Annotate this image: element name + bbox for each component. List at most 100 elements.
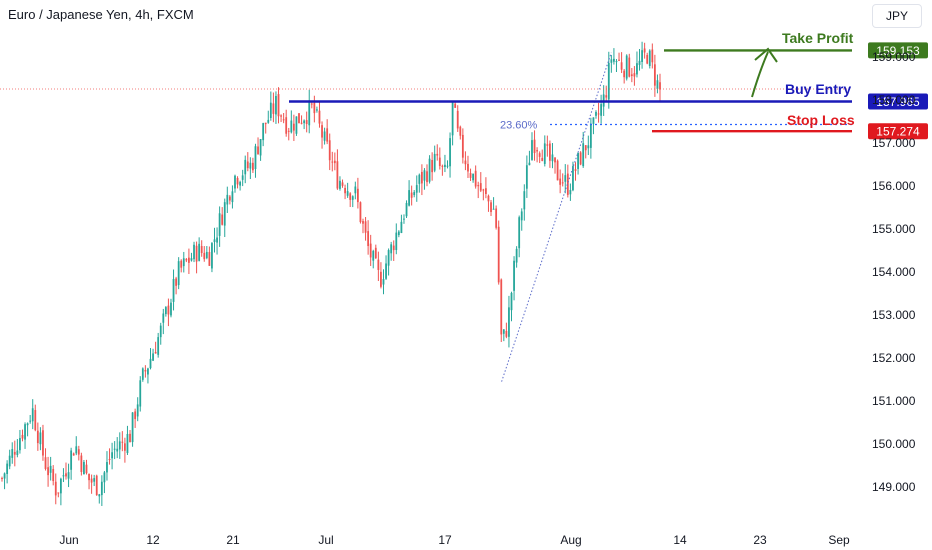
candle-body <box>195 245 198 262</box>
candle-body <box>34 410 37 431</box>
candle-body <box>441 165 444 167</box>
candle-body <box>154 351 157 354</box>
candle-body <box>54 481 57 496</box>
candle-body <box>141 368 144 380</box>
y-tick-label: 151.000 <box>872 394 916 408</box>
candle-body <box>484 188 487 194</box>
candle-body <box>428 158 431 182</box>
candle-body <box>413 192 416 196</box>
candle-body <box>592 117 595 124</box>
candle-body <box>239 181 242 186</box>
price-tag-label: 157.274 <box>876 125 920 139</box>
candle-body <box>339 180 341 189</box>
candle-body <box>508 307 510 337</box>
candle-body <box>623 70 626 78</box>
candle-body <box>305 120 308 124</box>
candle-body <box>505 330 508 337</box>
x-tick-label: Jul <box>318 533 333 547</box>
candle-body <box>459 126 462 136</box>
candle-body <box>566 173 569 195</box>
candle-body <box>613 58 615 62</box>
candle-body <box>372 250 375 261</box>
candle-body <box>98 494 101 497</box>
y-tick-label: 150.000 <box>872 437 916 451</box>
price-tag <box>868 123 928 140</box>
candle-body <box>618 59 620 61</box>
candle-body <box>638 60 641 65</box>
candle-body <box>659 82 661 90</box>
y-tick-label: 155.000 <box>872 222 916 236</box>
candle-body <box>313 102 316 114</box>
candle-body <box>269 102 272 118</box>
candle-body <box>285 117 288 134</box>
candle-body <box>387 250 390 266</box>
candle-body <box>595 111 597 116</box>
candle-body <box>31 408 34 422</box>
candle-body <box>85 464 88 474</box>
candle-body <box>589 123 592 148</box>
y-tick-label: 154.000 <box>872 265 916 279</box>
candle-body <box>226 194 229 205</box>
candle-body <box>70 450 73 470</box>
x-tick-label: Sep <box>828 533 850 547</box>
candle-body <box>433 153 436 171</box>
candle-body <box>75 446 78 454</box>
candle-body <box>405 202 408 217</box>
candle-body <box>198 243 201 261</box>
candle-body <box>228 196 231 201</box>
candle-body <box>234 175 236 189</box>
candle-body <box>287 130 290 132</box>
candle-body <box>531 140 533 160</box>
candle-body <box>77 449 80 455</box>
candle-body <box>510 292 513 311</box>
candle-body <box>275 95 277 115</box>
candle-body <box>577 153 579 169</box>
price-tag <box>868 42 928 59</box>
candle-body <box>344 187 346 194</box>
candle-body <box>364 221 367 233</box>
candle-body <box>490 202 492 213</box>
candle-body <box>298 113 300 124</box>
candle-body <box>584 145 587 151</box>
candle-body <box>597 113 600 115</box>
candle-body <box>438 157 441 167</box>
candle-body <box>369 243 372 258</box>
y-tick-label: 149.000 <box>872 480 916 494</box>
candle-body <box>469 173 472 178</box>
candle-body <box>42 430 44 456</box>
candle-body <box>259 138 262 156</box>
candle-body <box>211 243 213 269</box>
price-tag-label: 157.965 <box>876 95 920 109</box>
candle-body <box>390 244 393 254</box>
tp-arrow <box>751 51 769 98</box>
candle-body <box>218 213 221 236</box>
candle-body <box>318 110 321 124</box>
candle-body <box>569 189 572 195</box>
candle-body <box>39 432 42 445</box>
x-tick-label: 23 <box>753 533 767 547</box>
candle-body <box>282 119 285 121</box>
candle-body <box>221 214 224 225</box>
y-axis: 149.000 150.000 151.000 152.000 153.000 154.0… <box>872 50 916 494</box>
candle-body <box>572 166 574 191</box>
candle-body <box>203 252 206 260</box>
y-tick-label: 159.000 <box>872 50 916 64</box>
currency-button[interactable]: JPY <box>872 4 922 28</box>
candle-body <box>190 258 193 261</box>
candle-body <box>349 193 352 200</box>
candle-body <box>420 171 423 184</box>
price-tag-label: 159.153 <box>876 44 920 58</box>
candle-body <box>47 467 49 476</box>
candle-body <box>359 202 362 223</box>
candle-body <box>290 120 293 133</box>
candle-body <box>477 185 480 187</box>
candles-group <box>1 41 661 506</box>
candle-body <box>392 245 395 251</box>
candle-body <box>656 80 659 89</box>
candle-body <box>100 481 103 496</box>
candle-body <box>16 450 19 456</box>
candle-body <box>367 231 370 247</box>
candle-body <box>574 169 577 171</box>
candle-body <box>551 154 554 162</box>
candle-body <box>451 101 454 136</box>
